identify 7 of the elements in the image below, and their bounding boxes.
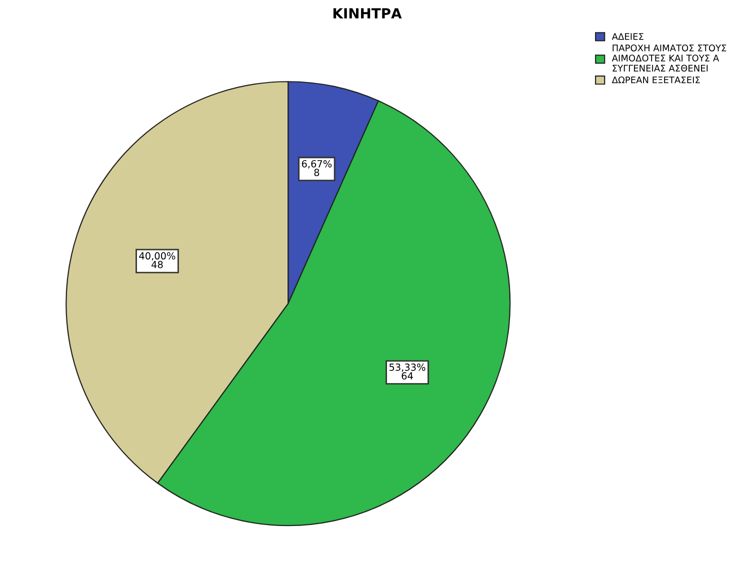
legend-label: ΔΩΡΕΑΝ ΕΞΕΤΑΣΕΙΣ bbox=[612, 76, 700, 84]
legend-label: ΑΔΕΙΕΣ bbox=[612, 33, 644, 40]
data-label: 6,67% 8 bbox=[302, 160, 332, 176]
chart-title: ΚΙΝΗΤΡΑ bbox=[333, 8, 402, 18]
data-label: 40,00% 48 bbox=[139, 252, 176, 268]
data-label: 53,33% 64 bbox=[389, 364, 426, 380]
legend-label: ΠΑΡΟΧΗ ΑΙΜΑΤΟΣ ΣΤΟΥΣ ΑΙΜΟΔΟΤΕΣ ΚΑΙ ΤΟΥΣ Α ΣΥΓΓΕΝΕΙΑΣ ΑΣΘΕΝΕΙ bbox=[612, 44, 726, 72]
